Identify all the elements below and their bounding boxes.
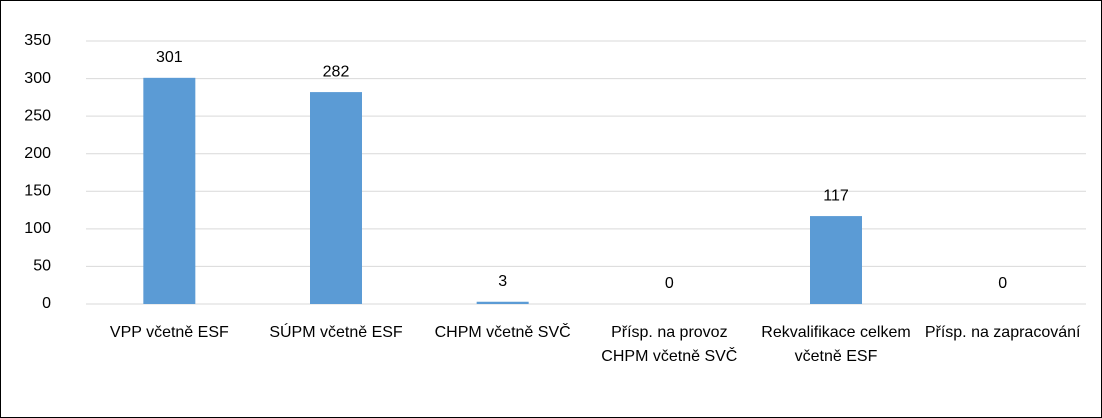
data-label: 282: [323, 63, 350, 80]
x-tick-label: SÚPM včetně ESF: [269, 324, 403, 341]
data-label: 117: [823, 187, 849, 204]
bar: [810, 216, 862, 304]
y-tick-label: 100: [24, 220, 51, 237]
y-tick-label: 150: [24, 183, 51, 200]
bar: [476, 301, 529, 304]
y-tick-label: 350: [24, 32, 51, 49]
bar: [143, 77, 196, 304]
data-label: 0: [665, 275, 674, 292]
bar: [310, 92, 362, 305]
x-tick-label: CHPM včetně SVČ: [434, 324, 571, 341]
y-tick-label: 0: [42, 295, 51, 312]
y-tick-label: 250: [24, 107, 51, 124]
data-label: 0: [998, 275, 1007, 292]
y-tick-label: 300: [24, 70, 51, 87]
y-tick-label: 50: [33, 258, 51, 275]
x-tick-label: Přísp. na zapracování: [924, 324, 1081, 341]
x-tick-label: Přísp. na provoz CHPM včetně SVČ: [601, 324, 738, 365]
data-label: 3: [498, 273, 507, 290]
y-tick-label: 200: [24, 145, 51, 162]
data-label: 301: [156, 49, 183, 66]
x-tick-label: Rekvalifikace celkem včetně ESF: [761, 324, 911, 365]
x-tick-label: VPP včetně ESF: [109, 324, 229, 341]
